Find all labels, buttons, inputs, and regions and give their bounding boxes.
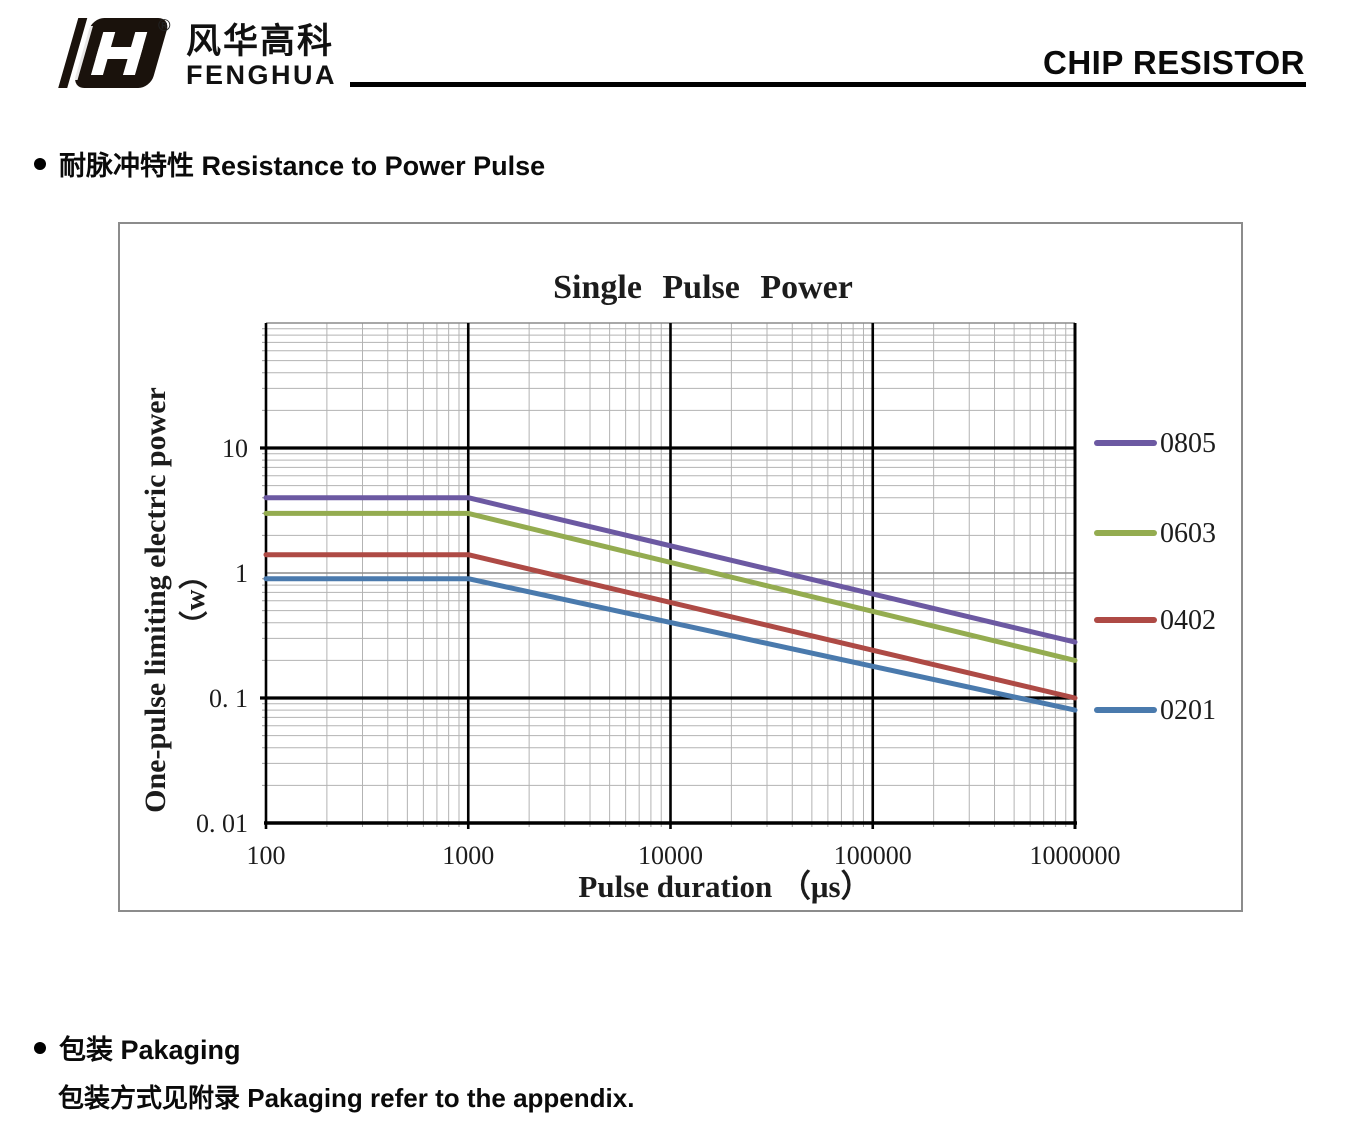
x-tick-label-1000: 1000 (442, 841, 494, 870)
y-tick-label-10: 10 (222, 434, 248, 463)
legend-label-0805: 0805 (1160, 428, 1216, 459)
section-heading-packaging-label: 包装 Pakaging (59, 1035, 241, 1065)
single-pulse-power-chart: Single Pulse Power Pulse duration （μs） One… (118, 222, 1243, 912)
legend-label-0603: 0603 (1160, 518, 1216, 549)
x-tick-label-100000: 100000 (834, 841, 912, 870)
x-tick-label-1000000: 1000000 (1030, 841, 1121, 870)
y-tick-label-1: 1 (235, 559, 248, 588)
page-title: CHIP RESISTOR (1042, 44, 1305, 81)
x-axis-title: Pulse duration （μs） (578, 869, 871, 904)
series-line-0805 (263, 495, 1078, 645)
header-divider (350, 82, 1306, 87)
bullet-icon (34, 1041, 46, 1054)
registered-trademark-icon: ® (158, 16, 171, 35)
section-heading-pulse: 耐脉冲特性 Resistance to Power Pulse (34, 144, 545, 183)
x-tick-label-10000: 10000 (638, 841, 703, 870)
y-tick-label-0. 01: 0. 01 (196, 809, 248, 838)
y-axis-unit-label: （w） (178, 561, 211, 640)
chart-title: Single Pulse Power (553, 269, 853, 306)
legend-label-0201: 0201 (1160, 695, 1216, 726)
y-tick-label-0. 1: 0. 1 (209, 684, 248, 713)
x-tick-label-100: 100 (247, 841, 286, 870)
packaging-note: 包装方式见附录 Pakaging refer to the appendix. (58, 1083, 635, 1113)
brand-name-english: FENGHUA (186, 60, 337, 90)
legend-label-0402: 0402 (1160, 605, 1216, 636)
fenghua-logo-icon (58, 18, 168, 88)
section-heading-pulse-label: 耐脉冲特性 Resistance to Power Pulse (59, 151, 546, 181)
series-line-0603 (263, 510, 1078, 663)
bullet-icon (34, 157, 46, 170)
section-heading-packaging: 包装 Pakaging (34, 1028, 241, 1067)
brand-name-chinese: 风华高科 (186, 22, 335, 61)
series-line-0201 (263, 576, 1078, 713)
chart-canvas: Single Pulse Power Pulse duration （μs） One… (139, 269, 1216, 904)
series-line-0402 (263, 552, 1078, 701)
brand-block: 风华高科 FENGHUA (186, 24, 337, 89)
y-axis-title: One-pulse limiting electric power (139, 387, 172, 813)
